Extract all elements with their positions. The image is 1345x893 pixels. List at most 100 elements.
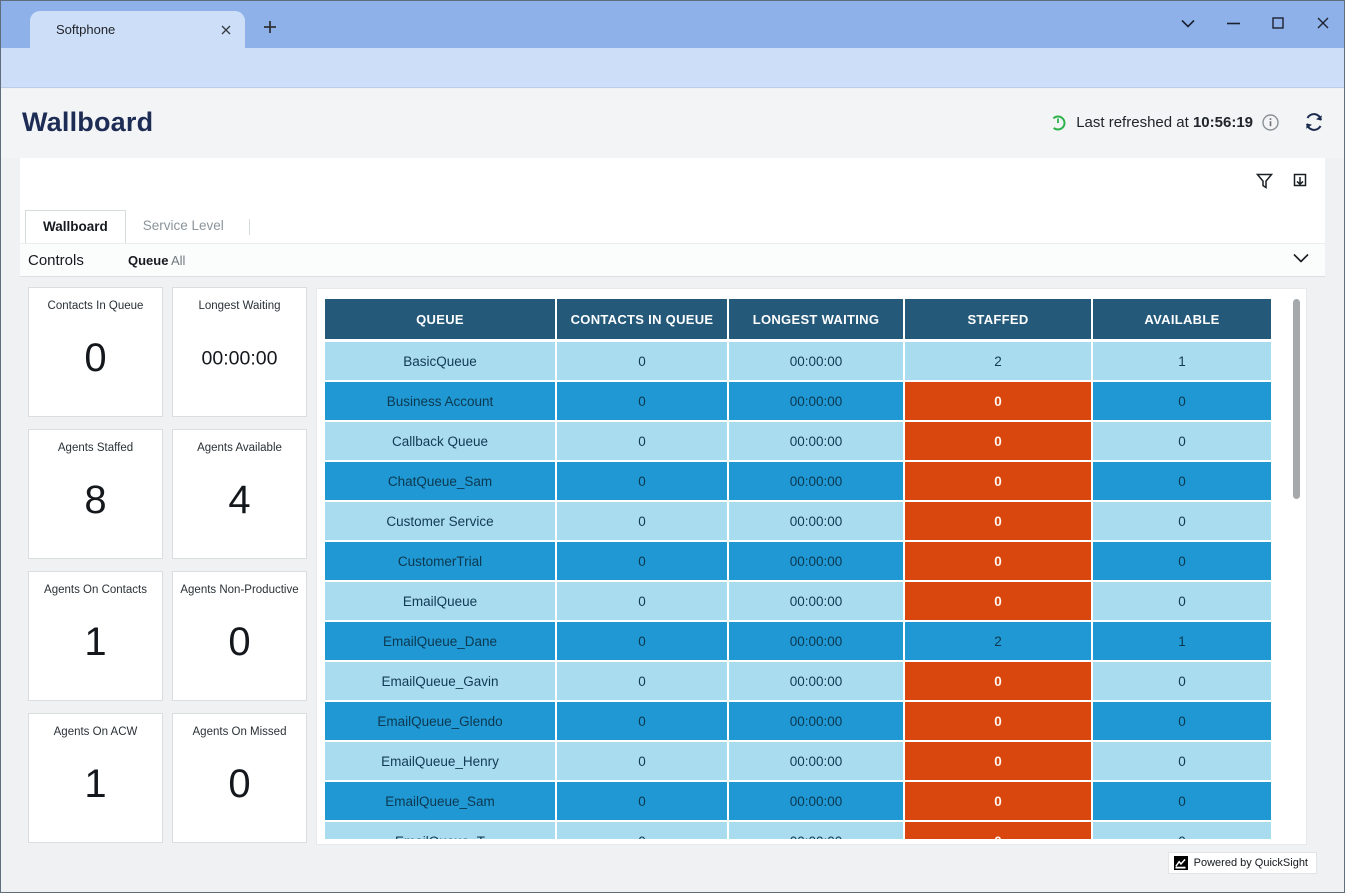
- last-refreshed-time: 10:56:19: [1192, 113, 1253, 131]
- queue-filter-label: Queue: [128, 253, 169, 268]
- cell-available: 0: [1093, 782, 1271, 820]
- cell-staffed-alert: 0: [905, 662, 1091, 700]
- table-row[interactable]: Customer Service 0 00:00:00 0 0: [325, 502, 1271, 540]
- cell-available: 0: [1093, 422, 1271, 460]
- cell-available: 1: [1093, 622, 1271, 660]
- cell-staffed-alert: 0: [905, 382, 1091, 420]
- cell-available: 1: [1093, 342, 1271, 380]
- info-icon[interactable]: [1262, 113, 1279, 131]
- kpi-label: Agents On Missed: [192, 726, 287, 738]
- cell-contacts-in-queue: 0: [557, 422, 727, 460]
- kpi-agents-staffed[interactable]: Agents Staffed 8: [28, 429, 163, 559]
- table-row[interactable]: BasicQueue 0 00:00:00 2 1: [325, 342, 1271, 380]
- cell-longest-waiting: 00:00:00: [729, 542, 903, 580]
- column-header-longest-waiting[interactable]: LONGEST WAITING: [729, 299, 903, 339]
- kpi-agents-on-contacts[interactable]: Agents On Contacts 1: [28, 571, 163, 701]
- tab-search-chevron-icon[interactable]: [1176, 11, 1200, 35]
- filter-icon[interactable]: [1256, 173, 1273, 190]
- kpi-agents-on-acw[interactable]: Agents On ACW 1: [28, 713, 163, 843]
- tab-close-icon[interactable]: [217, 21, 235, 39]
- cell-queue: Customer Service: [325, 502, 555, 540]
- refresh-icon[interactable]: [1303, 112, 1325, 132]
- kpi-value: 8: [84, 477, 107, 522]
- cell-queue: EmailQueue_Sam: [325, 782, 555, 820]
- browser-toolbar: /reports/wallboard?standalone=true Upd: [0, 48, 1345, 131]
- browser-titlebar: Softphone: [0, 0, 1345, 48]
- cell-queue: EmailQueue: [325, 582, 555, 620]
- table-row[interactable]: EmailQueue_Sam 0 00:00:00 0 0: [325, 782, 1271, 820]
- browser-tab[interactable]: Softphone: [30, 11, 245, 48]
- cell-queue: EmailQueue_Gavin: [325, 662, 555, 700]
- kpi-label: Agents On Contacts: [44, 584, 147, 596]
- kpi-agents-on-missed[interactable]: Agents On Missed 0: [172, 713, 307, 843]
- sheet-tabs: Wallboard Service Level: [25, 210, 250, 243]
- table-scrollbar[interactable]: [1293, 299, 1300, 499]
- cell-longest-waiting: 00:00:00: [729, 662, 903, 700]
- cell-longest-waiting: 00:00:00: [729, 462, 903, 500]
- browser-tab-title: Softphone: [56, 22, 116, 37]
- table-row[interactable]: Business Account 0 00:00:00 0 0: [325, 382, 1271, 420]
- table-row[interactable]: EmailQueue_Gavin 0 00:00:00 0 0: [325, 662, 1271, 700]
- page-title: Wallboard: [22, 107, 154, 137]
- table-row[interactable]: EmailQueue_Henry 0 00:00:00 0 0: [325, 742, 1271, 780]
- cell-available: 0: [1093, 582, 1271, 620]
- cell-queue: CustomerTrial: [325, 542, 555, 580]
- cell-available: 0: [1093, 382, 1271, 420]
- column-header-queue[interactable]: QUEUE: [325, 299, 555, 339]
- new-tab-icon[interactable]: [258, 15, 282, 39]
- cell-contacts-in-queue: 0: [557, 822, 727, 839]
- window-close-icon[interactable]: [1311, 11, 1335, 35]
- page-header: Wallboard Last refreshed at 10:56:19: [0, 89, 1345, 158]
- tab-divider: [248, 218, 250, 235]
- table-header-row: QUEUE CONTACTS IN QUEUE LONGEST WAITING …: [325, 299, 1271, 339]
- table-row[interactable]: EmailQueue 0 00:00:00 0 0: [325, 582, 1271, 620]
- tab-service-level[interactable]: Service Level: [142, 218, 224, 233]
- table-row[interactable]: Callback Queue 0 00:00:00 0 0: [325, 422, 1271, 460]
- kpi-agents-available[interactable]: Agents Available 4: [172, 429, 307, 559]
- kpi-value: 00:00:00: [201, 347, 278, 370]
- kpi-value: 0: [84, 335, 107, 380]
- kpi-grid: Contacts In Queue 0 Longest Waiting 00:0…: [28, 287, 307, 843]
- cell-queue: Callback Queue: [325, 422, 555, 460]
- table-row[interactable]: ChatQueue_Sam 0 00:00:00 0 0: [325, 462, 1271, 500]
- cell-staffed-alert: 0: [905, 582, 1091, 620]
- kpi-longest-waiting[interactable]: Longest Waiting 00:00:00: [172, 287, 307, 417]
- table-row[interactable]: EmailQueue_Dane 0 00:00:00 2 1: [325, 622, 1271, 660]
- cell-available: 0: [1093, 462, 1271, 500]
- cell-staffed-alert: 0: [905, 542, 1091, 580]
- queue-table-card: QUEUE CONTACTS IN QUEUE LONGEST WAITING …: [316, 288, 1307, 845]
- window-minimize-icon[interactable]: [1221, 11, 1245, 35]
- cell-longest-waiting: 00:00:00: [729, 422, 903, 460]
- table-row[interactable]: EmailQueue_Glendo 0 00:00:00 0 0: [325, 702, 1271, 740]
- cell-staffed-alert: 0: [905, 702, 1091, 740]
- cell-staffed-alert: 0: [905, 822, 1091, 839]
- controls-collapse-chevron-icon[interactable]: [1293, 253, 1309, 263]
- last-refreshed-label: Last refreshed at: [1076, 113, 1189, 131]
- column-header-available[interactable]: AVAILABLE: [1093, 299, 1271, 339]
- tab-wallboard[interactable]: Wallboard: [25, 210, 126, 243]
- table-row[interactable]: CustomerTrial 0 00:00:00 0 0: [325, 542, 1271, 580]
- cell-staffed-alert: 0: [905, 742, 1091, 780]
- kpi-contacts-in-queue[interactable]: Contacts In Queue 0: [28, 287, 163, 417]
- cell-staffed-alert: 0: [905, 422, 1091, 460]
- column-header-contacts-in-queue[interactable]: CONTACTS IN QUEUE: [557, 299, 727, 339]
- cell-longest-waiting: 00:00:00: [729, 622, 903, 660]
- kpi-label: Agents Staffed: [57, 442, 134, 454]
- cell-longest-waiting: 00:00:00: [729, 822, 903, 839]
- cell-queue: ChatQueue_Sam: [325, 462, 555, 500]
- cell-available: 0: [1093, 502, 1271, 540]
- queue-table[interactable]: QUEUE CONTACTS IN QUEUE LONGEST WAITING …: [325, 299, 1271, 839]
- queue-filter-value[interactable]: All: [171, 253, 186, 268]
- export-icon[interactable]: [1290, 173, 1307, 190]
- cell-longest-waiting: 00:00:00: [729, 382, 903, 420]
- column-header-staffed[interactable]: STAFFED: [905, 299, 1091, 339]
- table-row-partial[interactable]: EmailQueue_T 0 00:00:00 0 0: [325, 822, 1271, 839]
- window-maximize-icon[interactable]: [1266, 11, 1290, 35]
- cell-queue: EmailQueue_T: [325, 822, 555, 839]
- kpi-agents-non-productive[interactable]: Agents Non-Productive 0: [172, 571, 307, 701]
- powered-by-text: Powered by QuickSight: [1193, 857, 1308, 869]
- cell-contacts-in-queue: 0: [557, 662, 727, 700]
- cell-staffed-alert: 0: [905, 462, 1091, 500]
- cell-contacts-in-queue: 0: [557, 702, 727, 740]
- cell-queue: EmailQueue_Henry: [325, 742, 555, 780]
